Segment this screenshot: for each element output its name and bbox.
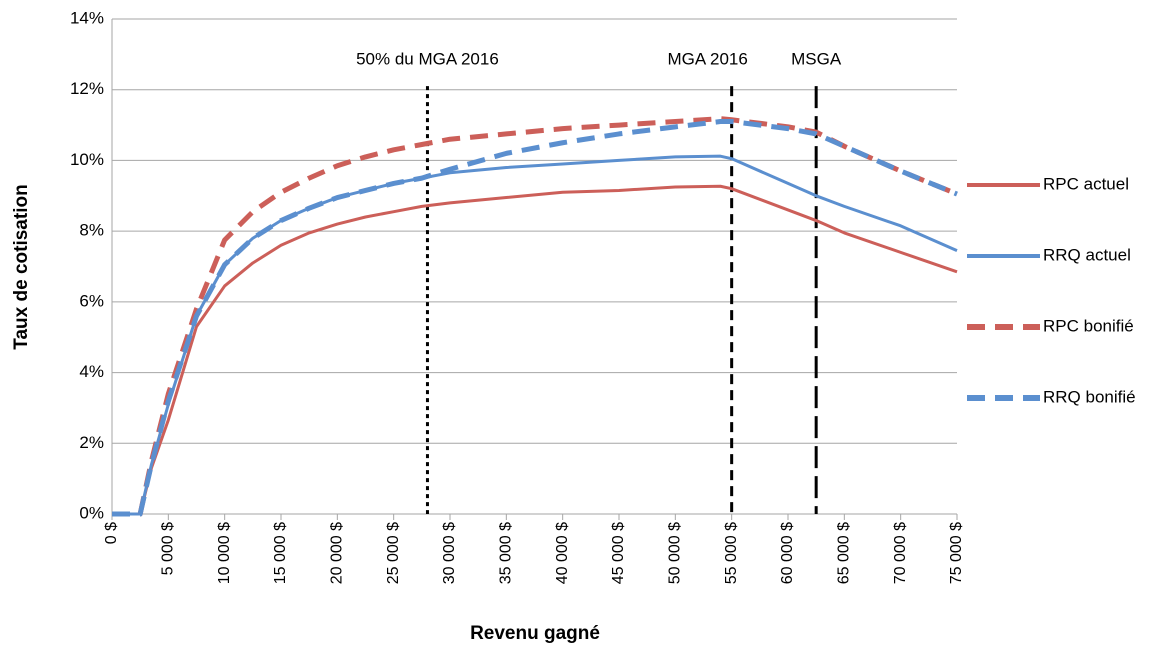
series-line bbox=[112, 154, 958, 516]
y-tick-label: 12% bbox=[70, 79, 104, 98]
x-tick-label: 65 000 $ bbox=[836, 522, 853, 584]
y-axis-title: Taux de cotisation bbox=[11, 184, 32, 349]
x-tick-label: 0 $ bbox=[103, 522, 120, 544]
series-line bbox=[112, 119, 958, 517]
x-tick-label: 10 000 $ bbox=[216, 522, 233, 584]
x-tick-label: 70 000 $ bbox=[892, 522, 909, 584]
annotation-label: MSGA bbox=[791, 49, 842, 68]
y-tick-label: 4% bbox=[79, 362, 104, 381]
legend-label: RRQ actuel bbox=[1043, 245, 1131, 264]
series-line bbox=[112, 116, 958, 517]
legend-label: RRQ bonifié bbox=[1043, 387, 1136, 406]
x-tick-label: 5 000 $ bbox=[160, 522, 177, 575]
x-axis-title: Revenu gagné bbox=[470, 623, 600, 644]
annotation-label: 50% du MGA 2016 bbox=[356, 49, 499, 68]
legend-label: RPC actuel bbox=[1043, 174, 1129, 193]
x-tick-label: 75 000 $ bbox=[948, 522, 965, 584]
y-tick-label: 14% bbox=[70, 8, 104, 27]
x-tick-label: 30 000 $ bbox=[441, 522, 458, 584]
series-line bbox=[112, 184, 958, 516]
x-tick-label: 55 000 $ bbox=[723, 522, 740, 584]
y-tick-label: 6% bbox=[79, 291, 104, 310]
y-tick-label: 10% bbox=[70, 150, 104, 169]
x-tick-label: 15 000 $ bbox=[272, 522, 289, 584]
x-tick-label: 50 000 $ bbox=[667, 522, 684, 584]
y-tick-label: 2% bbox=[79, 433, 104, 452]
x-tick-label: 60 000 $ bbox=[779, 522, 796, 584]
x-tick-label: 40 000 $ bbox=[554, 522, 571, 584]
annotation-label: MGA 2016 bbox=[668, 49, 748, 68]
x-tick-label: 35 000 $ bbox=[498, 522, 515, 584]
legend-label: RPC bonifié bbox=[1043, 316, 1134, 335]
y-tick-label: 8% bbox=[79, 221, 104, 240]
x-tick-label: 25 000 $ bbox=[385, 522, 402, 584]
y-tick-label: 0% bbox=[79, 503, 104, 522]
x-tick-label: 45 000 $ bbox=[610, 522, 627, 584]
x-tick-label: 20 000 $ bbox=[329, 522, 346, 584]
